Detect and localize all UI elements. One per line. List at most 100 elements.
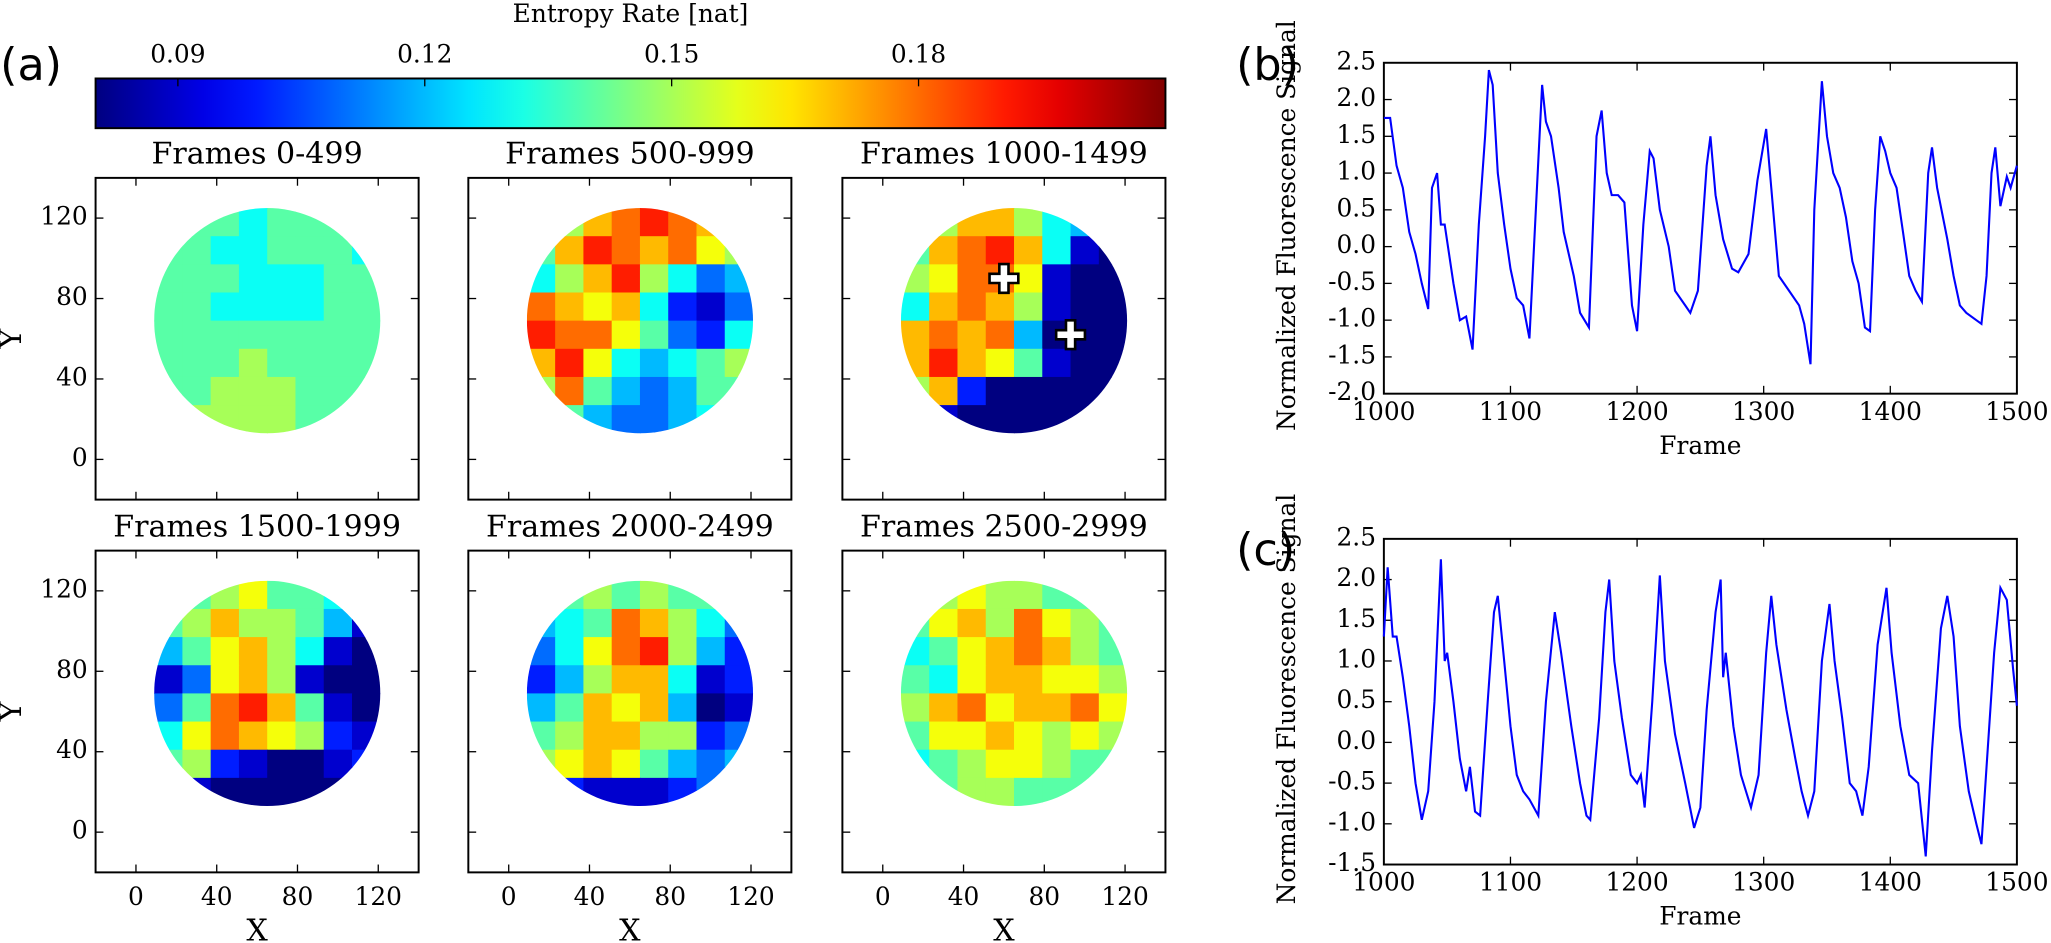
heatmap-cell	[526, 749, 556, 779]
heatmap-cell	[583, 376, 613, 406]
panel-title: Frames 500-999	[505, 137, 754, 172]
heatmap-cell	[985, 376, 1015, 406]
heatmap-cell	[696, 405, 726, 434]
heatmap-cell	[929, 721, 959, 751]
heatmap-cell	[238, 320, 268, 350]
marker	[1057, 321, 1084, 348]
x-axis-label: X	[246, 914, 268, 943]
heatmap-cell	[238, 637, 268, 666]
panel-title: Frames 1500-1999	[113, 509, 401, 544]
heatmap-cell	[238, 580, 268, 610]
y-tick-label: 0.5	[1337, 685, 1377, 714]
heatmap-cell	[611, 208, 641, 237]
heatmap-cell	[900, 665, 930, 695]
heatmap-cell	[985, 292, 1015, 322]
heatmap-cell	[583, 693, 613, 723]
heatmap-cell	[1014, 608, 1043, 638]
heatmap-cell	[182, 208, 212, 237]
heatmap-cell	[352, 721, 381, 751]
heatmap-cell	[696, 376, 726, 406]
heatmap-cell	[696, 637, 726, 666]
y-tick-label: -1.0	[1328, 807, 1376, 836]
heatmap-cell	[668, 292, 698, 322]
heatmap-cell	[1070, 721, 1100, 751]
heatmap-cell	[182, 236, 212, 265]
panel-label: (c)	[1236, 525, 1295, 576]
heatmap-cell	[1042, 292, 1072, 322]
y-tick-label: 0.0	[1337, 726, 1377, 755]
heatmap-cell	[724, 693, 754, 723]
heatmap-cell	[295, 264, 325, 294]
y-tick-label: -1.5	[1328, 340, 1376, 369]
heatmap-cell	[352, 264, 381, 294]
y-axis-label: Y	[0, 328, 29, 350]
heatmap-cell	[238, 749, 268, 779]
line-series	[1383, 69, 2018, 365]
heatmap-cell	[323, 320, 353, 350]
x-tick-label: 1200	[1605, 868, 1668, 897]
heatmap-cell	[639, 580, 669, 610]
heatmap-cell	[583, 721, 613, 751]
heatmap-cell	[929, 608, 959, 638]
heatmap-cell	[611, 264, 641, 294]
heatmap-cell	[724, 320, 754, 350]
heatmap-cell	[929, 693, 959, 723]
heatmap-cell	[1042, 376, 1072, 406]
heatmap-cell	[900, 236, 930, 265]
heatmap-cell	[724, 608, 754, 638]
heatmap-cell	[639, 665, 669, 695]
heatmap-cell	[1014, 348, 1043, 378]
heatmap-cell	[238, 693, 268, 723]
y-tick-label: 80	[56, 282, 88, 311]
heatmap-cell	[267, 376, 297, 406]
heatmap-cell	[267, 665, 297, 695]
heatmap-cell	[295, 749, 325, 779]
heatmap-cell	[639, 348, 669, 378]
heatmap-cell	[238, 208, 268, 237]
heatmap-cell	[696, 749, 726, 779]
heatmap-cell	[323, 721, 353, 751]
y-tick-label: 0.0	[1337, 230, 1377, 259]
heatmap-cell	[1042, 721, 1072, 751]
heatmap-cell	[929, 264, 959, 294]
heatmap-cell	[210, 777, 240, 807]
heatmap-cell	[555, 264, 585, 294]
heatmap-cell	[526, 608, 556, 638]
heatmap-cell	[238, 721, 268, 751]
heatmap-cell	[154, 320, 184, 350]
colorbar-tick-label: 0.18	[891, 40, 946, 69]
heatmap-cell	[1042, 693, 1072, 723]
heatmap-cell	[267, 320, 297, 350]
heatmap-cell	[639, 637, 669, 666]
heatmap-cell	[611, 580, 641, 610]
heatmap-cell	[724, 236, 754, 265]
heatmap-cell	[668, 264, 698, 294]
heatmap-cell	[295, 721, 325, 751]
heatmap-cell	[1070, 693, 1100, 723]
heatmap-cell	[1014, 637, 1043, 666]
heatmap-cell	[696, 693, 726, 723]
heatmap-cell	[352, 608, 381, 638]
heatmap-cell	[724, 665, 754, 695]
heatmap-cell	[295, 292, 325, 322]
heatmap-cell	[583, 208, 613, 237]
heatmap-cell	[154, 749, 184, 779]
heatmap-cell	[323, 348, 353, 378]
y-tick-label: -1.5	[1328, 848, 1376, 877]
heatmap-cell	[929, 348, 959, 378]
heatmap-cell	[238, 608, 268, 638]
heatmap-cell	[323, 580, 353, 610]
heatmap-cell	[526, 320, 556, 350]
heatmap-cell	[985, 665, 1015, 695]
heatmap-cell	[182, 320, 212, 350]
heatmap-cell	[957, 208, 987, 237]
heatmap-cell	[323, 665, 353, 695]
heatmap-cell	[210, 320, 240, 350]
heatmap-cell	[639, 236, 669, 265]
heatmap-cell	[929, 637, 959, 666]
heatmap-cell	[611, 721, 641, 751]
heatmap-cell	[696, 320, 726, 350]
heatmap-cell	[1098, 348, 1128, 378]
heatmap-cell	[668, 721, 698, 751]
heatmap-cell	[182, 777, 212, 807]
